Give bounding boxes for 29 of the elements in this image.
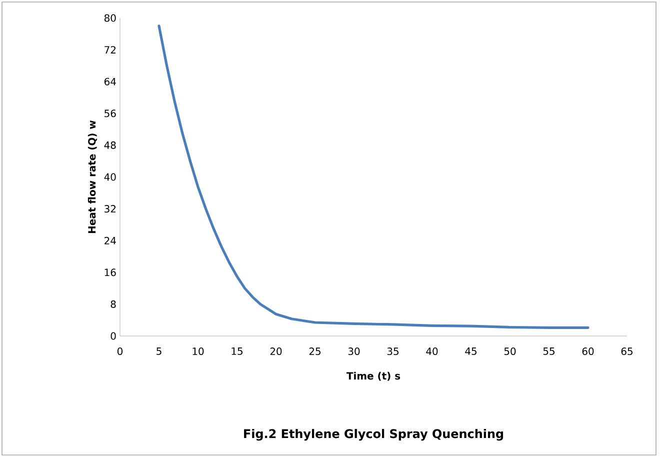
y-axis-title: Heat flow rate (Q) w bbox=[88, 120, 97, 233]
x-tick-label: 25 bbox=[309, 348, 320, 356]
x-tick-label: 60 bbox=[582, 348, 594, 356]
y-tick-label: 56 bbox=[104, 110, 116, 118]
x-tick-label: 35 bbox=[387, 348, 398, 356]
x-tick-label: 15 bbox=[232, 348, 242, 355]
x-tick-label: 30 bbox=[348, 348, 360, 356]
x-tick-label: 0 bbox=[117, 348, 123, 356]
x-axis-title: Time (t) s bbox=[346, 372, 400, 381]
y-tick-label: 8 bbox=[110, 300, 116, 308]
y-tick-label: 72 bbox=[104, 46, 116, 54]
y-tick-label: 64 bbox=[104, 78, 116, 86]
x-tick-label: 40 bbox=[426, 348, 438, 356]
y-tick-label: 0 bbox=[110, 332, 116, 340]
y-tick-label: 16 bbox=[104, 268, 116, 276]
x-tick-label: 5 bbox=[156, 348, 162, 355]
x-tick-label: 45 bbox=[465, 348, 476, 355]
x-tick-label: 10 bbox=[192, 348, 204, 356]
y-tick-label: 80 bbox=[104, 14, 116, 22]
y-tick-label: 24 bbox=[104, 236, 116, 244]
line-series bbox=[158, 24, 590, 329]
text: Fig.2 Ethylene Glycol Spray Quenching bbox=[244, 428, 504, 441]
y-tick-label: 40 bbox=[104, 173, 116, 181]
y-tick-label: 32 bbox=[104, 205, 116, 213]
x-tick-label: 50 bbox=[504, 348, 516, 356]
x-tick-label: 55 bbox=[543, 348, 554, 355]
x-tick-label: 20 bbox=[270, 348, 282, 356]
y-tick-label: 48 bbox=[104, 141, 116, 149]
x-tick-label: 65 bbox=[621, 348, 632, 356]
